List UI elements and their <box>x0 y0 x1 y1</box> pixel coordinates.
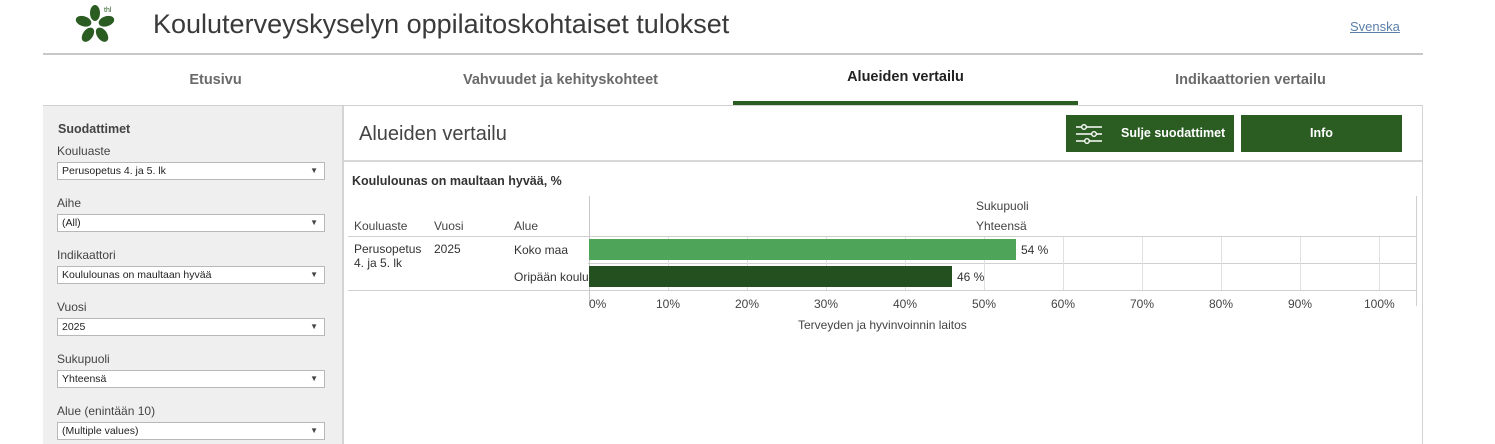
sidebar-title: Suodattimet <box>58 122 131 136</box>
gridline <box>1063 237 1064 290</box>
filter-label-sukupuoli: Sukupuoli <box>57 352 110 366</box>
tab-alueiden-vertailu[interactable]: Alueiden vertailu <box>733 55 1078 105</box>
bar-value-label: 46 % <box>957 270 985 284</box>
gridline <box>1379 237 1380 290</box>
bar-value-label: 54 % <box>1021 243 1049 257</box>
table-bottom-rule <box>348 290 1416 291</box>
x-tick-label: 30% <box>814 297 839 311</box>
dropdown-arrow-icon: ▼ <box>310 166 318 175</box>
group-header-sukupuoli: Sukupuoli <box>976 199 1029 213</box>
category-label: Oripään koulu <box>514 270 589 284</box>
close-filters-label: Sulje suodattimet <box>1121 126 1226 140</box>
column-header-alue: Alue <box>514 219 539 233</box>
category-label: Koko maa <box>514 243 569 257</box>
main-header-divider <box>344 160 1422 162</box>
tab-vahvuudet[interactable]: Vahvuudet ja kehityskohteet <box>462 72 658 88</box>
indikaattori-select[interactable]: Koululounas on maultaan hyvää ▼ <box>57 266 325 284</box>
column-header-kouluaste: Kouluaste <box>354 219 408 233</box>
x-tick-label: 100% <box>1364 297 1395 311</box>
source-note: Terveyden ja hyvinvoinnin laitos <box>798 318 967 332</box>
main-panel: Alueiden vertailu Sulje suodattimet Info… <box>344 106 1423 444</box>
gridline <box>826 237 827 290</box>
dropdown-arrow-icon: ▼ <box>310 374 318 383</box>
sukupuoli-select[interactable]: Yhteensä ▼ <box>57 370 325 388</box>
filter-label-aihe: Aihe <box>57 196 82 210</box>
chart-right-border <box>1416 196 1417 306</box>
x-tick-label: 20% <box>735 297 760 311</box>
logo-text: thl <box>104 7 112 14</box>
gridline <box>747 237 748 290</box>
gridline <box>1221 237 1222 290</box>
tab-etusivu[interactable]: Etusivu <box>189 72 242 88</box>
column-header-vuosi: Vuosi <box>434 219 464 233</box>
x-tick-label: 0% <box>589 297 607 311</box>
filter-label-alue: Alue (enintään 10) <box>57 404 156 418</box>
app-title: Kouluterveyskyselyn oppilaitoskohtaiset … <box>153 9 730 39</box>
gridline <box>1142 237 1143 290</box>
vuosi-cell: 2025 <box>434 242 461 256</box>
app-header: thl Kouluterveyskyselyn oppilaitoskohtai… <box>0 0 1495 54</box>
close-filters-button[interactable]: Sulje suodattimet <box>1066 115 1234 152</box>
tab-indikaattorien-vertailu[interactable]: Indikaattorien vertailu <box>1175 72 1326 88</box>
x-tick-label: 40% <box>893 297 918 311</box>
main-tabs: Etusivu Vahvuudet ja kehityskohteet Alue… <box>43 55 1423 105</box>
filter-sidebar: Suodattimet Kouluaste Perusopetus 4. ja … <box>43 106 344 444</box>
filter-sliders-icon <box>1076 124 1102 144</box>
kouluaste-cell-line2: 4. ja 5. lk <box>354 256 403 270</box>
language-link-svenska[interactable]: Svenska <box>1350 19 1400 34</box>
filter-label-indikaattori: Indikaattori <box>57 248 116 262</box>
alue-select[interactable]: (Multiple values) ▼ <box>57 422 325 440</box>
gridline <box>1300 237 1301 290</box>
gridline <box>668 237 669 290</box>
header-divider <box>43 53 1423 55</box>
filter-label-kouluaste: Kouluaste <box>57 144 111 158</box>
x-tick-label: 60% <box>1051 297 1076 311</box>
dropdown-arrow-icon: ▼ <box>310 426 318 435</box>
page-title: Alueiden vertailu <box>359 123 507 145</box>
active-tab-indicator <box>733 101 1078 105</box>
tabs-divider <box>43 105 1423 106</box>
x-tick-label: 10% <box>656 297 681 311</box>
gridline <box>905 237 906 290</box>
thl-logo: thl <box>72 4 118 46</box>
filter-label-vuosi: Vuosi <box>57 300 87 314</box>
table-row-separator <box>588 263 1416 264</box>
x-tick-label: 70% <box>1130 297 1155 311</box>
dropdown-arrow-icon: ▼ <box>310 218 318 227</box>
vuosi-select[interactable]: 2025 ▼ <box>57 318 325 336</box>
aihe-select[interactable]: (All) ▼ <box>57 214 325 232</box>
table-header-rule <box>348 236 1416 237</box>
chart-title: Koululounas on maultaan hyvää, % <box>352 174 562 188</box>
bar[interactable] <box>589 266 952 287</box>
bar[interactable] <box>589 239 1016 260</box>
x-tick-label: 80% <box>1209 297 1234 311</box>
group-header-yhteensa: Yhteensä <box>976 219 1027 233</box>
x-tick-label: 90% <box>1288 297 1313 311</box>
kouluaste-cell-line1: Perusopetus <box>354 242 422 256</box>
kouluaste-select[interactable]: Perusopetus 4. ja 5. lk ▼ <box>57 162 325 180</box>
dropdown-arrow-icon: ▼ <box>310 270 318 279</box>
x-tick-label: 50% <box>972 297 997 311</box>
gridline <box>984 237 985 290</box>
dropdown-arrow-icon: ▼ <box>310 322 318 331</box>
info-button[interactable]: Info <box>1241 115 1402 152</box>
